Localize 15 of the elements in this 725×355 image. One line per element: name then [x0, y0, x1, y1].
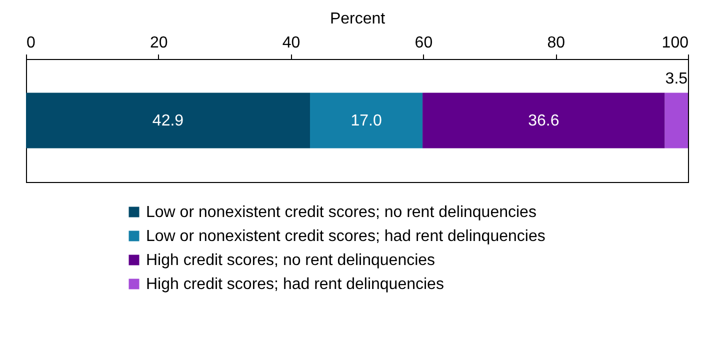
x-tick-label: 40 — [282, 34, 300, 52]
data-label: 42.9 — [152, 112, 184, 130]
legend-label: High credit scores; had rent delinquencies — [146, 276, 444, 293]
data-label: 3.5 — [665, 70, 688, 88]
legend-label: High credit scores; no rent delinquencies — [146, 252, 436, 269]
x-tick-label: 60 — [414, 34, 433, 52]
data-label: 36.6 — [528, 112, 560, 130]
x-tick-label: 20 — [150, 34, 168, 52]
legend-label: Low or nonexistent credit scores; had rent delinquencies — [146, 228, 546, 245]
data-label: 17.0 — [350, 112, 382, 130]
x-tick-label: 100 — [662, 34, 689, 52]
x-tick-label: 80 — [547, 34, 566, 52]
x-axis-title: Percent — [330, 10, 386, 28]
legend-label: Low or nonexistent credit scores; no rent delinquencies — [146, 204, 536, 221]
x-tick-label: 0 — [26, 34, 36, 52]
